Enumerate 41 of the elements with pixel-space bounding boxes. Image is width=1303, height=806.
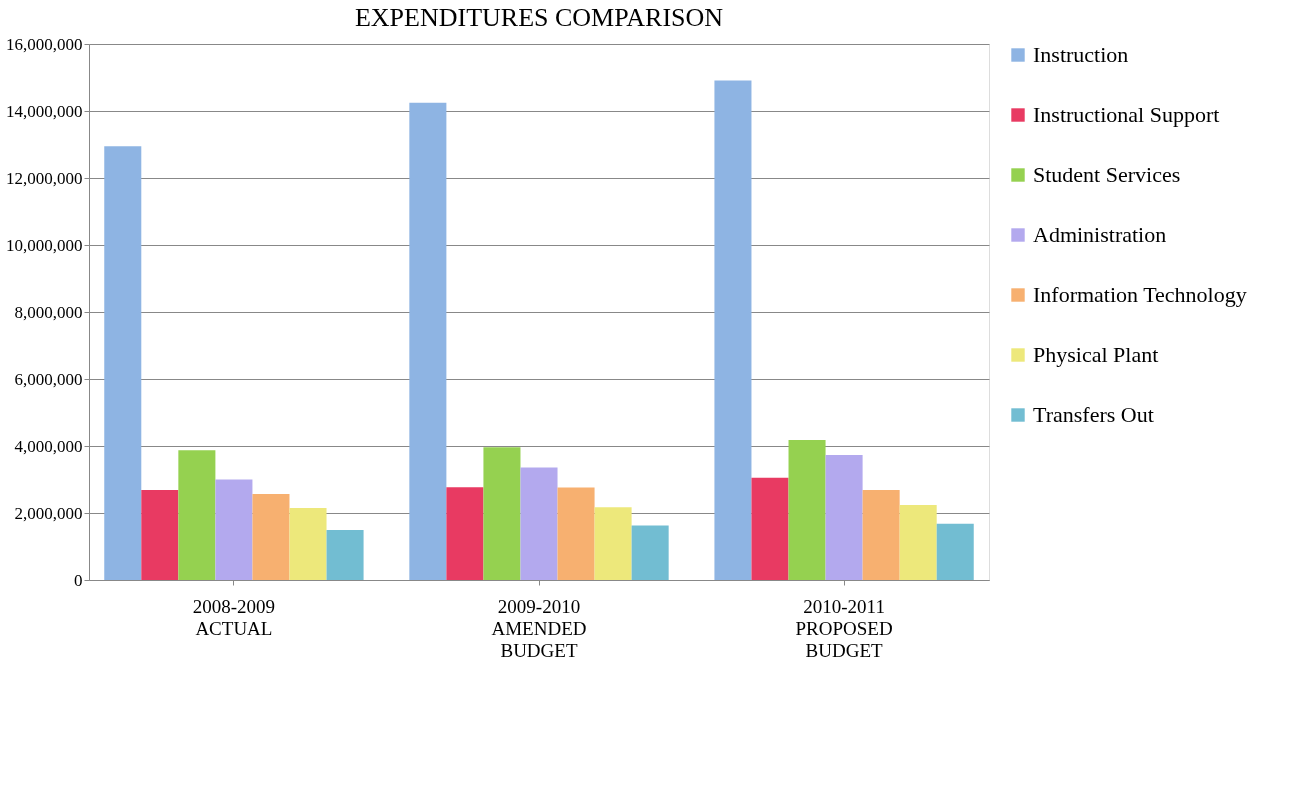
bar: [936, 523, 974, 580]
bar: [594, 507, 632, 580]
chart-title: EXPENDITURES COMPARISON: [354, 3, 724, 32]
y-tick-label: 8,000,000: [14, 302, 83, 322]
bar: [557, 487, 595, 580]
y-tick-label: 0: [74, 570, 83, 590]
y-tick-label: 2,000,000: [14, 503, 83, 523]
y-tick-label: 16,000,000: [6, 34, 83, 54]
bar: [862, 489, 900, 580]
y-tick-label: 14,000,000: [6, 101, 83, 121]
bar: [751, 477, 789, 580]
y-tick-label: 4,000,000: [14, 436, 83, 456]
legend-label: Instructional Support: [1033, 102, 1220, 127]
bar: [446, 487, 484, 580]
y-tick-label: 10,000,000: [6, 235, 83, 255]
bar: [178, 450, 216, 580]
x-tick-label: 2009-2010 AMENDED BUDGET: [491, 595, 587, 661]
bar: [409, 102, 447, 580]
legend-label: Instruction: [1033, 42, 1129, 67]
legend-label: Information Technology: [1033, 282, 1247, 307]
bar: [483, 447, 521, 580]
bar: [631, 525, 669, 580]
bar: [714, 80, 752, 580]
legend-label: Transfers Out: [1033, 402, 1154, 427]
x-tick-label: 2008-2009 ACTUAL: [192, 595, 276, 639]
bar: [520, 467, 558, 580]
legend-label: Physical Plant: [1033, 342, 1159, 367]
x-tick-label: 2010-2011 PROPOSED BUDGET: [795, 595, 893, 661]
bar: [899, 504, 937, 580]
bar: [788, 439, 826, 580]
bar: [326, 530, 364, 580]
y-tick-label: 6,000,000: [14, 369, 83, 389]
bar: [252, 493, 290, 580]
bar: [104, 146, 142, 580]
y-tick-label: 12,000,000: [6, 168, 83, 188]
bar: [215, 479, 253, 580]
bar: [141, 489, 179, 580]
legend-label: Administration: [1033, 222, 1167, 247]
bar: [825, 455, 863, 580]
bar: [289, 507, 327, 580]
legend-label: Student Services: [1033, 162, 1181, 187]
